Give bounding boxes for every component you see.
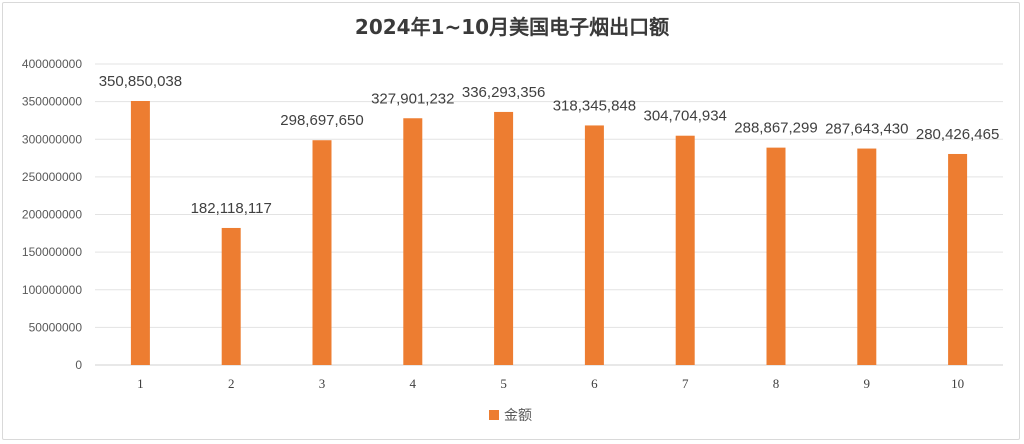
data-label: 280,426,465: [916, 126, 999, 143]
y-tick-label: 250000000: [22, 170, 82, 184]
bar: [312, 140, 332, 365]
x-tick-label: 9: [864, 376, 871, 391]
grid-lines: [95, 63, 1003, 366]
data-label: 336,293,356: [462, 84, 545, 101]
y-tick-label: 0: [75, 358, 82, 372]
bar: [130, 100, 150, 365]
x-tick-label: 8: [773, 376, 780, 391]
bar: [857, 148, 877, 365]
y-tick-label: 400000000: [22, 57, 82, 71]
y-tick-label: 300000000: [22, 132, 82, 146]
data-label: 298,697,650: [280, 112, 363, 129]
data-label: 287,643,430: [825, 121, 908, 138]
chart-title: 2024年1~10月美国电子烟出口额: [355, 15, 669, 39]
data-label: 304,704,934: [643, 108, 726, 125]
data-label: 288,867,299: [734, 120, 817, 137]
data-label: 182,118,117: [191, 200, 272, 217]
bar: [403, 118, 423, 365]
legend-label: 金额: [504, 408, 532, 424]
x-tick-label: 5: [500, 376, 507, 391]
x-tick-label: 10: [951, 376, 964, 391]
y-tick-label: 50000000: [29, 320, 83, 334]
bar: [584, 125, 604, 365]
bar: [766, 147, 786, 365]
y-tick-label: 200000000: [22, 208, 82, 222]
x-tick-label: 4: [410, 376, 417, 391]
x-tick-label: 6: [591, 376, 598, 391]
bar: [675, 135, 695, 365]
x-axis-ticks: 1 2 3 4 5 6 7 8 9 10: [137, 376, 964, 391]
bar: [948, 153, 968, 365]
data-label: 318,345,848: [553, 97, 636, 114]
legend: 金额: [489, 408, 532, 424]
y-tick-label: 100000000: [22, 283, 82, 297]
x-tick-label: 2: [228, 376, 235, 391]
data-labels: 350,850,038 182,118,117 298,697,650 327,901…: [99, 73, 1000, 217]
bar: [221, 227, 241, 365]
data-label: 350,850,038: [99, 73, 182, 90]
y-axis-ticks: 0 50000000 100000000 150000000 200000000 2500…: [22, 57, 82, 372]
legend-swatch: [489, 410, 499, 420]
y-tick-label: 350000000: [22, 95, 82, 109]
x-tick-label: 3: [319, 376, 326, 391]
bars: [130, 100, 968, 366]
data-label: 327,901,232: [371, 90, 454, 107]
y-tick-label: 150000000: [22, 245, 82, 259]
x-tick-label: 7: [682, 376, 689, 391]
x-tick-label: 1: [137, 376, 144, 391]
bar: [494, 111, 514, 366]
